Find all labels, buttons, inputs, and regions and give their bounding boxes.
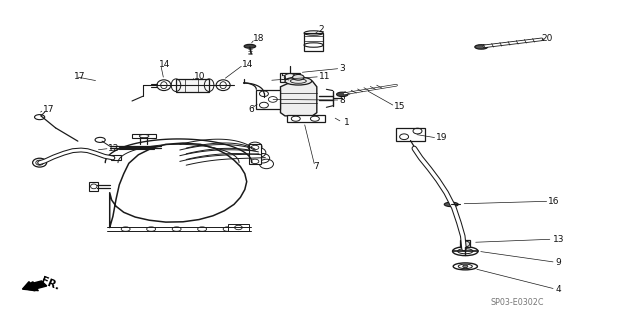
Text: 14: 14 [243,60,253,69]
Ellipse shape [453,263,477,270]
Text: 9: 9 [556,258,561,267]
Bar [304,33,323,51]
Text: 11: 11 [319,72,330,81]
Text: 19: 19 [436,133,447,143]
Text: 1: 1 [344,118,350,127]
Polygon shape [280,81,317,116]
Text: 3: 3 [339,64,345,73]
Polygon shape [280,72,300,82]
Text: 5: 5 [280,73,286,82]
Ellipse shape [220,82,227,89]
Ellipse shape [161,82,167,89]
Polygon shape [111,155,121,160]
Polygon shape [287,115,325,122]
Ellipse shape [444,202,458,207]
Ellipse shape [463,265,468,268]
Text: 15: 15 [394,102,405,111]
Ellipse shape [244,44,255,48]
Polygon shape [460,240,470,248]
Ellipse shape [157,80,171,91]
Text: 12: 12 [108,144,120,153]
Bar [176,79,209,92]
Ellipse shape [216,80,230,91]
Text: 7: 7 [314,162,319,171]
Ellipse shape [337,92,348,97]
FancyArrow shape [22,281,47,291]
Text: 18: 18 [253,34,264,43]
Ellipse shape [285,77,312,85]
Polygon shape [256,90,280,109]
Text: 17: 17 [74,72,86,81]
Text: 17: 17 [43,105,54,114]
Text: 13: 13 [552,235,564,244]
Text: 8: 8 [339,96,345,105]
Text: 4: 4 [556,285,561,294]
Text: 16: 16 [548,197,559,206]
Text: SP03-E0302C: SP03-E0302C [491,298,544,307]
Text: 14: 14 [159,60,171,69]
Ellipse shape [475,45,488,49]
Text: 20: 20 [541,34,553,43]
Ellipse shape [35,115,45,120]
Ellipse shape [95,137,105,142]
Text: 6: 6 [248,105,254,114]
Polygon shape [396,128,425,141]
Polygon shape [228,224,248,231]
Polygon shape [132,134,156,138]
Polygon shape [248,144,261,164]
Ellipse shape [292,74,304,80]
Text: 2: 2 [318,25,324,34]
Ellipse shape [458,249,473,254]
Ellipse shape [452,247,478,256]
Ellipse shape [261,94,274,102]
Ellipse shape [458,264,472,269]
Polygon shape [90,182,99,191]
Text: FR.: FR. [40,275,61,292]
Text: 10: 10 [194,72,205,81]
